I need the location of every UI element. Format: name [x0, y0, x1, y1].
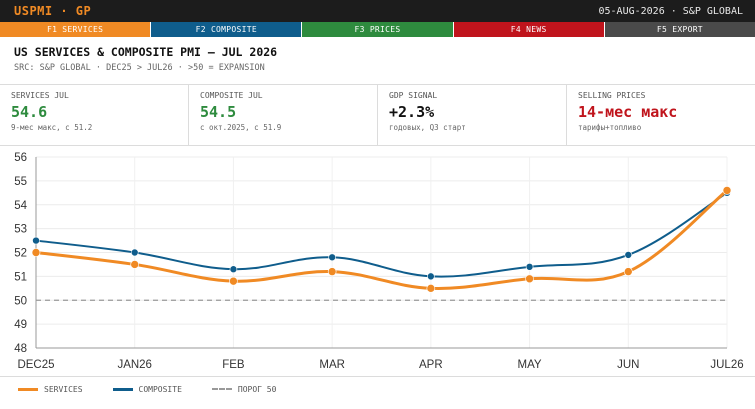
- x-tick-label: JAN26: [117, 359, 152, 371]
- function-key-bar: F1 SERVICES F2 COMPOSITE F3 PRICES F4 NE…: [0, 22, 755, 37]
- card-note: 9-мес макс, с 51.2: [11, 123, 93, 132]
- fkey-prices[interactable]: F3 PRICES: [302, 22, 454, 37]
- x-tick-label: MAY: [518, 359, 542, 371]
- top-bar: USPMI · GP 05-AUG-2026 · S&P GLOBAL: [0, 0, 755, 22]
- card-value: 54.6: [11, 103, 48, 121]
- point-composite: [229, 265, 238, 274]
- card-value: 14-мес макс: [578, 103, 678, 121]
- x-tick-label: JUN: [617, 359, 639, 371]
- y-tick-label: 54: [14, 200, 27, 212]
- card-label: SERVICES JUL: [11, 91, 69, 100]
- point-services: [229, 276, 238, 286]
- fkey-composite[interactable]: F2 COMPOSITE: [151, 22, 303, 37]
- card-label: SELLING PRICES: [578, 91, 646, 100]
- point-services: [525, 274, 534, 284]
- legend-swatch-services: [18, 387, 38, 391]
- point-services: [130, 260, 140, 269]
- x-tick-label: MAR: [319, 359, 345, 371]
- metric-cards: SERVICES JUL 54.6 9-мес макс, с 51.2 COM…: [0, 84, 755, 146]
- legend-label-services: SERVICES: [44, 384, 83, 394]
- fkey-services[interactable]: F1 SERVICES: [0, 22, 152, 37]
- y-tick-label: 48: [14, 343, 27, 355]
- fkey-export[interactable]: F5 EXPORT: [604, 22, 755, 37]
- x-tick-label: APR: [419, 359, 443, 371]
- brand-ticker: USPMI · GP: [14, 4, 92, 18]
- fkey-news[interactable]: F4 NEWS: [453, 22, 605, 37]
- x-tick-label: FEB: [222, 359, 245, 371]
- point-services: [722, 186, 732, 195]
- legend-swatch-threshold: [211, 388, 232, 390]
- y-tick-label: 50: [14, 295, 27, 307]
- point-composite: [624, 251, 633, 259]
- x-tick-label: JUL26: [710, 359, 743, 371]
- page-subtitle: SRC: S&P GLOBAL · DEC25 > JUL26 · >50 = …: [14, 63, 265, 73]
- card-label: GDP SIGNAL: [389, 91, 438, 100]
- point-composite: [525, 263, 534, 271]
- card-composite: COMPOSITE JUL 54.5 с окт.2025, с 51.9: [189, 85, 378, 145]
- card-value: 54.5: [200, 103, 237, 121]
- point-services: [31, 248, 41, 257]
- card-selling-prices: SELLING PRICES 14-мес макс тарифы+топлив…: [567, 85, 755, 145]
- point-composite: [130, 248, 139, 257]
- point-composite: [427, 272, 435, 281]
- y-tick-label: 53: [14, 224, 27, 236]
- legend-label-threshold: ПОРОГ 50: [237, 384, 277, 394]
- card-note: годовых, Q3 старт: [389, 123, 466, 132]
- x-tick-label: DEC25: [17, 359, 54, 371]
- legend-threshold: ПОРОГ 50: [211, 384, 277, 394]
- y-tick-label: 52: [14, 248, 27, 260]
- card-services: SERVICES JUL 54.6 9-мес макс, с 51.2: [0, 85, 189, 145]
- legend-composite: COMPOSITE: [112, 384, 182, 394]
- point-services: [426, 284, 436, 293]
- y-tick-label: 49: [14, 319, 27, 331]
- pmi-line-chart: 48 49 50 51 52 53 54 55 56 DEC25 JAN26 FEB MAR APR MAY…: [14, 152, 743, 371]
- legend-services: SERVICES: [18, 385, 83, 394]
- card-note: с окт.2025, с 51.9: [200, 123, 282, 132]
- pmi-chart: 48 49 50 51 52 53 54 55 56 DEC25 JAN26 FEB MAR APR MAY…: [0, 145, 755, 375]
- card-label: COMPOSITE JUL: [200, 91, 263, 100]
- card-gdp-signal: GDP SIGNAL +2.3% годовых, Q3 старт: [378, 85, 567, 145]
- legend-swatch-composite: [112, 387, 133, 391]
- card-note: тарифы+топливо: [578, 123, 642, 132]
- series-line-composite: [35, 191, 728, 278]
- y-tick-label: 51: [14, 271, 27, 283]
- y-tick-label: 55: [14, 176, 27, 188]
- point-services: [327, 267, 337, 276]
- page-title: US SERVICES & COMPOSITE PMI — JUL 2026: [14, 45, 278, 59]
- point-composite: [328, 253, 336, 262]
- point-composite: [32, 236, 40, 245]
- chart-legend: SERVICES COMPOSITE ПОРОГ 50: [0, 376, 755, 401]
- legend-label-composite: COMPOSITE: [138, 384, 182, 394]
- point-services: [623, 267, 633, 276]
- y-tick-label: 56: [14, 152, 27, 164]
- card-value: +2.3%: [389, 103, 435, 121]
- date-source: 05-AUG-2026 · S&P GLOBAL: [598, 5, 744, 17]
